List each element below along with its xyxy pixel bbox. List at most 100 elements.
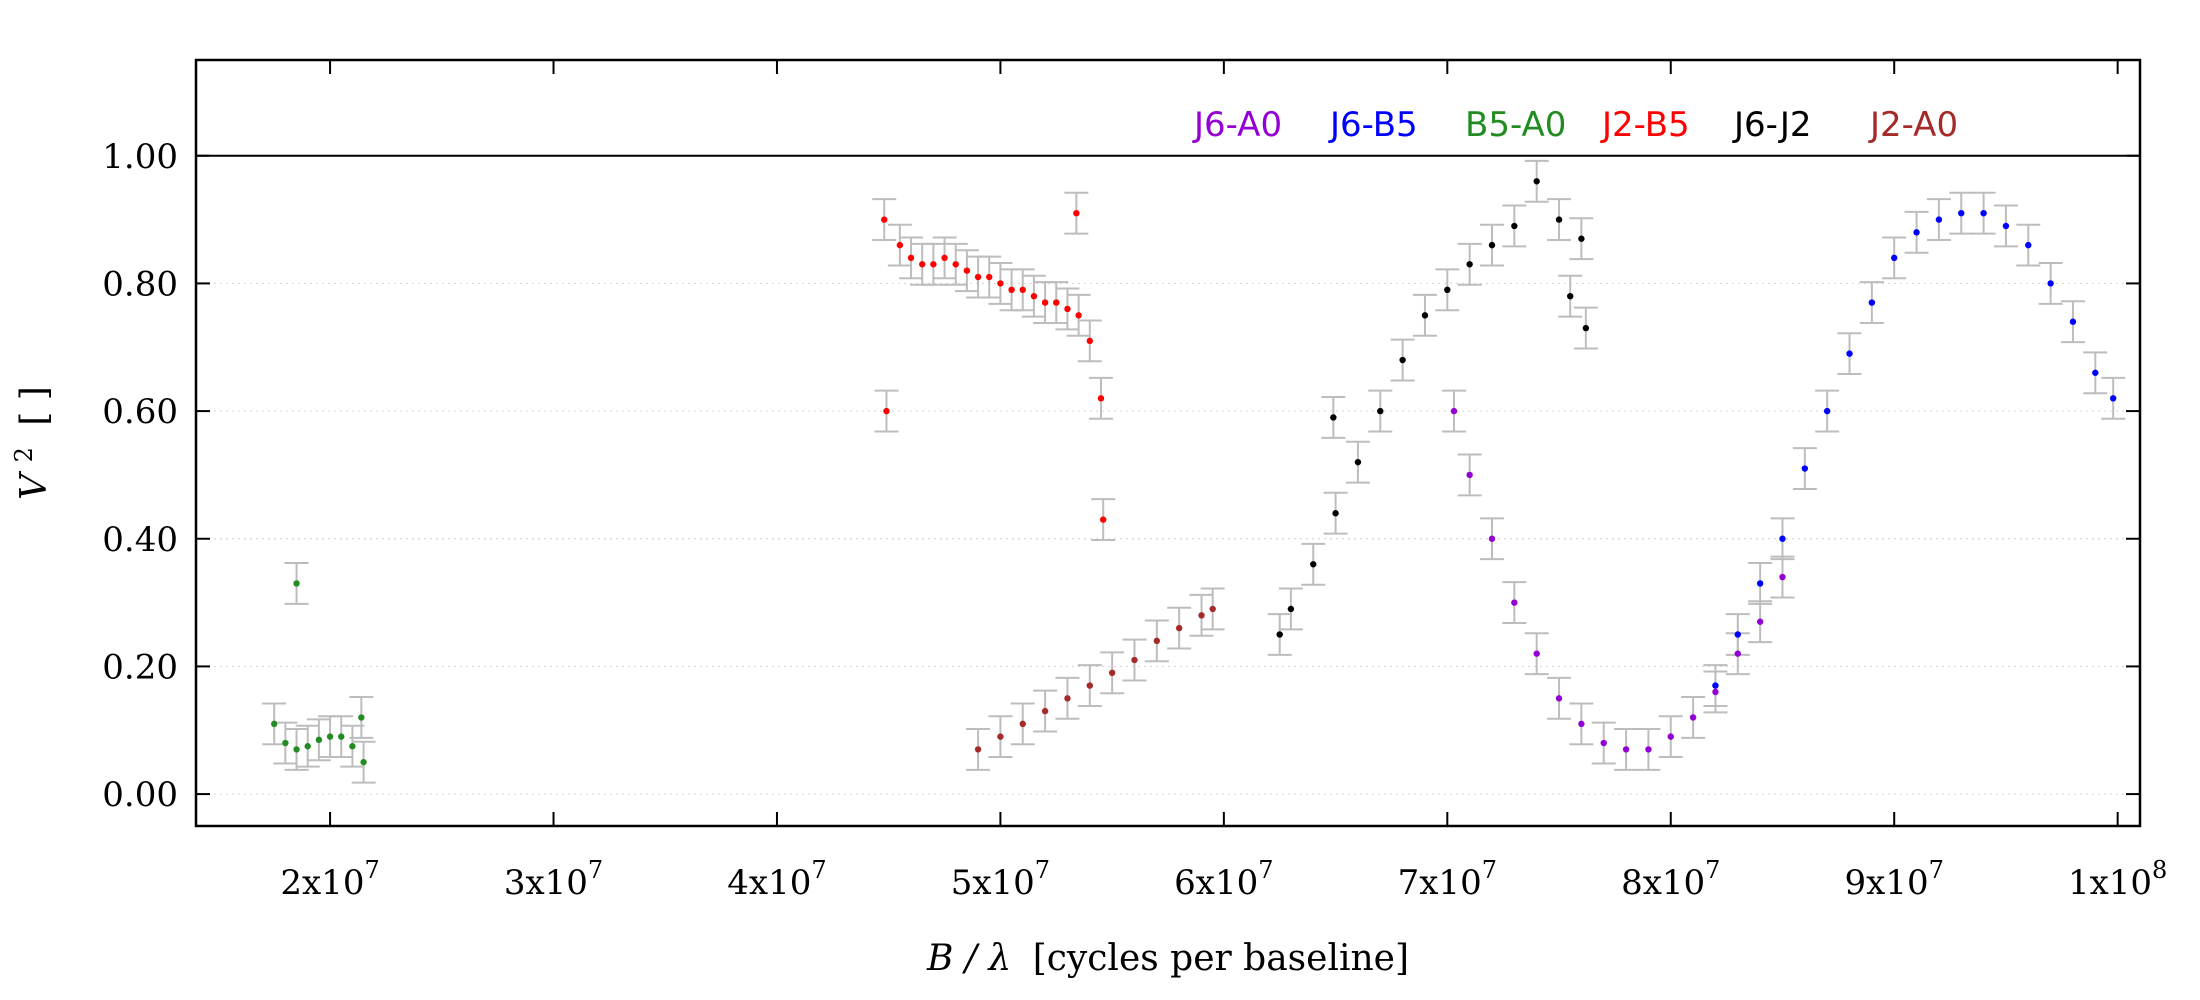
legend-entry: J6-A0 [1192,105,1282,145]
x-tick-label-exponent: 7 [588,856,603,884]
data-point-j6-b5 [2002,222,2010,230]
x-tick-label-base: 2x10 [280,863,364,903]
data-point-j6-a0 [1488,535,1496,542]
data-point-j6-a0 [1689,714,1697,721]
data-point-j6-j2 [1578,235,1585,242]
data-point-j6-j2 [1276,631,1283,638]
data-point-j6-b5 [2069,318,2077,325]
data-point-j6-j2 [1567,292,1574,300]
data-point-j2-b5 [1075,312,1082,319]
x-tick-label: 6x107 [1174,856,1273,903]
data-point-j2-b5 [919,261,926,268]
y-tick-label: 0.20 [102,647,178,687]
data-point-j2-a0 [974,746,982,753]
data-point-j2-b5 [1064,305,1071,313]
x-tick-label-base: 9x10 [1845,863,1929,903]
data-point-j6-j2 [1354,458,1362,466]
data-point-j2-b5 [896,241,904,249]
data-point-j2-a0 [1086,682,1093,689]
data-point-j6-a0 [1578,720,1585,728]
x-tick-label-exponent: 7 [1035,856,1050,884]
data-point-j6-j2 [1377,407,1384,415]
data-point-j2-a0 [997,733,1004,740]
data-point-j2-b5 [1041,299,1049,306]
data-point-j2-b5 [881,216,888,223]
legend-entry: J2-B5 [1600,105,1690,145]
data-point-j6-b5 [2109,395,2117,402]
data-point-j6-b5 [1958,210,1965,217]
data-point-j6-a0 [1667,733,1674,740]
data-point-j2-b5 [1030,292,1038,300]
data-point-j2-b5 [883,407,890,415]
x-tick-label-exponent: 7 [1705,856,1720,884]
x-tick-label: 9x107 [1845,856,1944,903]
x-tick-label-base: 7x10 [1398,863,1482,903]
data-point-j6-a0 [1466,471,1473,479]
data-point-j6-a0 [1511,599,1518,606]
data-point-j6-j2 [1399,356,1406,364]
x-tick-label: 8x107 [1621,856,1720,903]
plot-frame [194,58,2142,828]
data-point-j2-b5 [952,261,959,268]
data-point-b5-a0 [315,736,323,744]
data-point-j2-a0 [1153,637,1161,645]
x-axis-title: B / λ [cycles per baseline] [926,938,1409,979]
data-point-j6-j2 [1511,222,1518,230]
data-point-j2-b5 [941,254,948,262]
x-tick-label: 5x107 [951,856,1050,903]
data-point-b5-a0 [282,739,289,747]
data-point-j2-b5 [930,261,937,268]
data-point-j6-b5 [1801,465,1809,472]
x-tick-label-exponent: 7 [1929,856,1944,884]
data-point-j2-b5 [986,273,993,281]
data-point-j2-b5 [1097,395,1105,402]
data-point-j6-b5 [1823,407,1831,415]
data-point-j6-a0 [1779,573,1786,581]
y-axis-title-italic: V [14,470,55,500]
data-point-j6-j2 [1444,286,1451,293]
data-point-j6-b5 [1913,229,1920,236]
x-tick-label-base: 3x10 [504,863,588,903]
data-point-j6-a0 [1645,746,1652,753]
x-tick-label-base: 6x10 [1174,863,1258,903]
data-point-j2-b5 [997,280,1004,287]
data-point-b5-a0 [326,733,334,740]
data-point-j2-b5 [1053,299,1060,306]
data-point-j2-b5 [1100,516,1107,523]
x-tick-label-base: 4x10 [727,863,811,903]
data-point-j2-a0 [1019,720,1026,728]
data-point-j6-a0 [1555,695,1563,702]
data-point-j6-b5 [1712,682,1719,689]
data-point-j2-a0 [1198,612,1205,619]
data-point-j6-a0 [1533,650,1540,657]
data-point-j2-a0 [1175,624,1183,632]
y-axis-title: V 2 [ ] [0,386,55,500]
x-tick-label-base: 1x10 [2068,863,2152,903]
x-axis-title-rest: [cycles per baseline] [1033,938,1409,979]
data-point-j6-a0 [1756,618,1764,625]
data-point-j6-a0 [1622,746,1630,753]
data-point-b5-a0 [293,580,300,587]
data-point-j6-b5 [1756,580,1764,587]
data-point-j6-j2 [1287,605,1295,613]
data-points [271,178,2117,766]
x-tick-label-exponent: 7 [811,856,826,884]
x-tick-label-base: 8x10 [1621,863,1705,903]
data-point-j2-b5 [1019,286,1026,293]
data-point-j6-j2 [1582,324,1590,332]
grid-lines [196,155,2140,795]
x-tick-label-base: 5x10 [951,863,1035,903]
data-point-j6-j2 [1421,312,1429,319]
data-point-j6-a0 [1600,739,1607,747]
x-tick-label-exponent: 7 [1482,856,1497,884]
data-point-j2-b5 [974,273,982,281]
data-point-j6-b5 [1734,631,1741,638]
legend-entry: J6-B5 [1328,105,1418,145]
data-point-b5-a0 [304,743,311,750]
x-tick-label-exponent: 7 [1258,856,1273,884]
data-point-j6-j2 [1466,261,1473,268]
data-point-j6-b5 [2092,369,2099,376]
data-point-j6-b5 [1891,254,1898,262]
data-point-b5-a0 [349,743,356,750]
